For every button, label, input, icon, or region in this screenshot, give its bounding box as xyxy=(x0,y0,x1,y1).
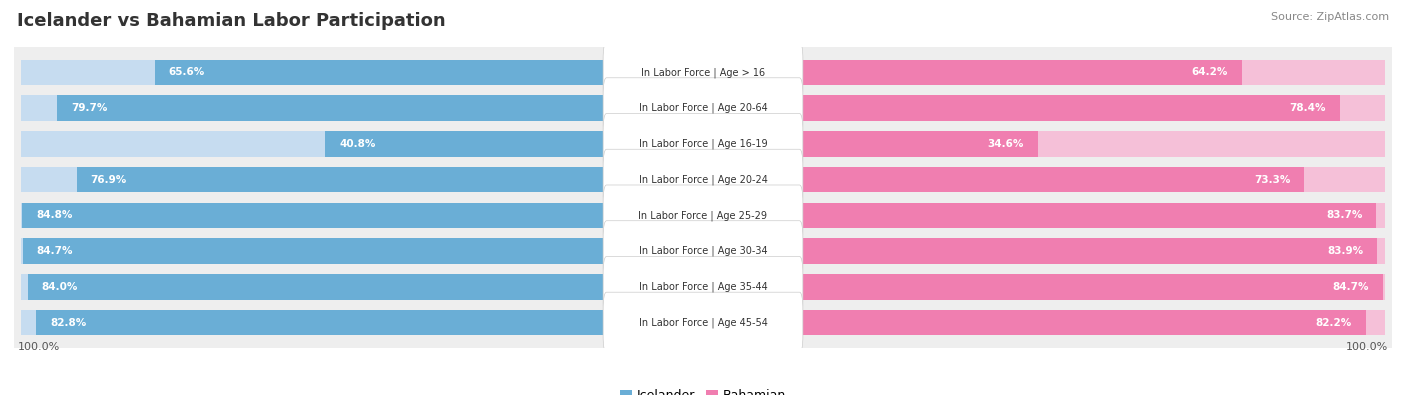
Text: In Labor Force | Age 30-34: In Labor Force | Age 30-34 xyxy=(638,246,768,256)
Text: 84.8%: 84.8% xyxy=(37,211,73,220)
FancyBboxPatch shape xyxy=(13,99,1393,189)
Text: In Labor Force | Age > 16: In Labor Force | Age > 16 xyxy=(641,67,765,78)
Bar xyxy=(21,274,606,300)
Bar xyxy=(800,60,1241,85)
Legend: Icelander, Bahamian: Icelander, Bahamian xyxy=(614,384,792,395)
Bar xyxy=(22,238,606,264)
Bar xyxy=(22,203,606,228)
FancyBboxPatch shape xyxy=(13,135,1393,225)
FancyBboxPatch shape xyxy=(603,149,803,210)
Bar xyxy=(800,95,1385,121)
Text: In Labor Force | Age 16-19: In Labor Force | Age 16-19 xyxy=(638,139,768,149)
Text: In Labor Force | Age 45-54: In Labor Force | Age 45-54 xyxy=(638,317,768,328)
Text: 83.7%: 83.7% xyxy=(1326,211,1362,220)
Bar xyxy=(325,131,606,157)
Text: 78.4%: 78.4% xyxy=(1289,103,1326,113)
Bar xyxy=(21,203,606,228)
Bar xyxy=(800,238,1385,264)
Text: 34.6%: 34.6% xyxy=(987,139,1024,149)
FancyBboxPatch shape xyxy=(603,221,803,282)
Text: 84.7%: 84.7% xyxy=(37,246,73,256)
Bar xyxy=(800,60,1385,85)
Text: 65.6%: 65.6% xyxy=(169,68,205,77)
Bar xyxy=(800,95,1340,121)
Text: 40.8%: 40.8% xyxy=(339,139,375,149)
Bar xyxy=(800,310,1385,335)
FancyBboxPatch shape xyxy=(603,113,803,174)
Text: 64.2%: 64.2% xyxy=(1192,68,1227,77)
Bar xyxy=(800,203,1385,228)
Bar xyxy=(21,131,606,157)
Text: Source: ZipAtlas.com: Source: ZipAtlas.com xyxy=(1271,12,1389,22)
Text: In Labor Force | Age 20-64: In Labor Force | Age 20-64 xyxy=(638,103,768,113)
Bar xyxy=(800,131,1038,157)
FancyBboxPatch shape xyxy=(13,242,1393,332)
Text: 100.0%: 100.0% xyxy=(1347,342,1389,352)
FancyBboxPatch shape xyxy=(13,27,1393,117)
Bar xyxy=(58,95,606,121)
Bar xyxy=(800,167,1305,192)
Text: 84.0%: 84.0% xyxy=(42,282,77,292)
Bar xyxy=(37,310,606,335)
FancyBboxPatch shape xyxy=(13,170,1393,260)
FancyBboxPatch shape xyxy=(603,256,803,317)
FancyBboxPatch shape xyxy=(603,185,803,246)
Text: 76.9%: 76.9% xyxy=(90,175,127,184)
Text: 73.3%: 73.3% xyxy=(1254,175,1291,184)
Bar xyxy=(28,274,606,300)
Bar xyxy=(155,60,606,85)
FancyBboxPatch shape xyxy=(603,78,803,139)
Bar xyxy=(21,95,606,121)
Bar xyxy=(21,238,606,264)
Text: In Labor Force | Age 25-29: In Labor Force | Age 25-29 xyxy=(638,210,768,221)
Bar xyxy=(21,310,606,335)
FancyBboxPatch shape xyxy=(603,42,803,103)
Bar xyxy=(800,310,1365,335)
Bar xyxy=(800,203,1376,228)
Bar xyxy=(21,60,606,85)
Text: 100.0%: 100.0% xyxy=(17,342,59,352)
Bar xyxy=(800,131,1385,157)
Text: Icelander vs Bahamian Labor Participation: Icelander vs Bahamian Labor Participatio… xyxy=(17,12,446,30)
FancyBboxPatch shape xyxy=(13,63,1393,153)
FancyBboxPatch shape xyxy=(13,278,1393,368)
Bar xyxy=(800,167,1385,192)
Text: In Labor Force | Age 35-44: In Labor Force | Age 35-44 xyxy=(638,282,768,292)
Text: 84.7%: 84.7% xyxy=(1333,282,1369,292)
Bar xyxy=(800,274,1385,300)
FancyBboxPatch shape xyxy=(13,206,1393,296)
Bar xyxy=(21,167,606,192)
Text: 82.8%: 82.8% xyxy=(49,318,86,327)
Text: 82.2%: 82.2% xyxy=(1316,318,1353,327)
Text: In Labor Force | Age 20-24: In Labor Force | Age 20-24 xyxy=(638,174,768,185)
Text: 79.7%: 79.7% xyxy=(72,103,108,113)
Bar xyxy=(800,274,1384,300)
Text: 83.9%: 83.9% xyxy=(1327,246,1364,256)
Bar xyxy=(800,238,1378,264)
Bar xyxy=(77,167,606,192)
FancyBboxPatch shape xyxy=(603,292,803,353)
